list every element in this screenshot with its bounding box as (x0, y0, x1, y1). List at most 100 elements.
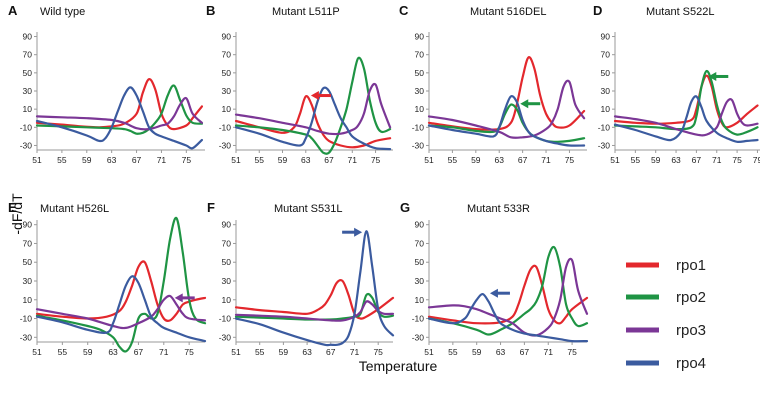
x-tick-label: 67 (692, 155, 702, 165)
x-tick-label: 79 (753, 155, 760, 165)
legend-item-rpo2: rpo2 (626, 289, 706, 306)
series-line-rpo1 (427, 56, 586, 131)
x-tick-label: 63 (107, 155, 117, 165)
series-line-rpo2 (234, 56, 392, 155)
panel-G: G Mutant 533R 90 70 50 30 10 -10 -30 51 55 59 63 67 71… (400, 200, 589, 357)
x-tick-label: 67 (518, 155, 528, 165)
x-tick-label: 51 (32, 347, 42, 357)
x-tick-label: 67 (520, 347, 530, 357)
series-line-rpo3 (234, 82, 392, 136)
panel-letter: E (8, 200, 17, 215)
x-tick-label: 67 (132, 155, 142, 165)
y-tick-label: 70 (415, 50, 425, 60)
y-tick-label: 90 (601, 32, 611, 42)
panel-A: A Wild type 90 70 50 30 10 -10 -30 51 55 59 63 67 71 75 (8, 3, 205, 165)
x-tick-label: 63 (496, 347, 506, 357)
panel-title: Wild type (40, 6, 85, 18)
y-tick-label: 10 (23, 104, 33, 114)
y-tick-label: 30 (222, 86, 232, 96)
x-tick-label: 63 (108, 347, 118, 357)
legend-label: rpo1 (676, 257, 706, 274)
panel-D: D Mutant S522L 90 70 50 30 10 -10 -30 51 55 59 63 67 7… (593, 3, 760, 165)
x-tick-label: 51 (231, 155, 241, 165)
annotation-arrow-icon (489, 288, 510, 298)
series-line-rpo4 (234, 86, 392, 151)
x-tick-label: 63 (494, 155, 504, 165)
x-tick-label: 75 (371, 155, 381, 165)
y-tick-label: 30 (415, 276, 425, 286)
x-tick-label: 59 (82, 155, 92, 165)
panel-title: Mutant 516DEL (470, 6, 546, 18)
x-tick-label: 71 (541, 155, 551, 165)
x-tick-label: 75 (732, 155, 742, 165)
annotation-arrow-icon (520, 99, 541, 109)
y-tick-label: 10 (415, 295, 425, 305)
y-tick-label: 90 (415, 220, 425, 230)
x-tick-label: 71 (712, 155, 722, 165)
x-tick-label: 75 (184, 347, 194, 357)
x-tick-label: 59 (472, 347, 482, 357)
series-line-rpo4 (613, 95, 759, 144)
panel-title: Mutant S531L (274, 203, 343, 215)
x-tick-label: 55 (255, 155, 265, 165)
x-tick-label: 67 (134, 347, 144, 357)
y-tick-label: 70 (222, 50, 232, 60)
y-axis-label: -dF/dT (9, 193, 25, 235)
series-line-rpo1 (234, 95, 392, 149)
x-tick-label: 67 (324, 155, 334, 165)
y-tick-label: 30 (23, 276, 33, 286)
series-line-rpo1 (35, 260, 207, 322)
x-tick-label: 55 (57, 155, 67, 165)
series-line-rpo4 (35, 86, 203, 150)
panel-B: B Mutant L511P 90 70 50 30 10 -10 -30 51 55 59 63 67 7… (206, 3, 393, 165)
panel-title: Mutant S522L (646, 6, 715, 18)
x-tick-label: 71 (544, 347, 554, 357)
y-tick-label: 70 (415, 238, 425, 248)
annotation-arrow-icon (342, 227, 363, 237)
y-tick-label: -10 (412, 122, 425, 132)
series-line-rpo3 (427, 79, 586, 139)
panel-E: E Mutant H526L 90 70 50 30 10 -10 -30 51 55 59 63 67 7… (8, 200, 207, 357)
y-tick-label: -10 (219, 122, 232, 132)
legend: rpo1 rpo2 rpo3 rpo4 (626, 257, 706, 372)
series-line-rpo3 (35, 294, 207, 330)
series-line-rpo2 (35, 216, 207, 353)
y-tick-label: 90 (222, 220, 232, 230)
panel-title: Mutant 533R (467, 203, 530, 215)
x-tick-label: 71 (350, 347, 360, 357)
y-tick-label: 50 (222, 257, 232, 267)
x-tick-label: 59 (279, 347, 289, 357)
series-line-rpo4 (427, 95, 586, 147)
y-tick-label: 30 (222, 276, 232, 286)
y-tick-label: -30 (412, 332, 425, 342)
y-tick-label: -30 (598, 140, 611, 150)
panel-letter: B (206, 3, 215, 18)
legend-item-rpo3: rpo3 (626, 322, 706, 339)
x-tick-label: 71 (157, 155, 167, 165)
panel-F: F Mutant S531L 90 70 50 30 10 -10 -30 51 55 59 63 67 7… (207, 200, 395, 357)
series-line-rpo3 (613, 98, 759, 137)
x-tick-label: 63 (671, 155, 681, 165)
panel-letter: F (207, 200, 215, 215)
y-tick-label: 50 (222, 68, 232, 78)
y-tick-label: 10 (222, 104, 232, 114)
panel-title: Mutant H526L (40, 203, 109, 215)
series-line-rpo3 (35, 96, 203, 131)
y-tick-label: 70 (222, 238, 232, 248)
y-tick-label: 90 (23, 220, 33, 230)
y-tick-label: -10 (598, 122, 611, 132)
x-tick-label: 75 (567, 347, 577, 357)
panel-title: Mutant L511P (272, 6, 340, 18)
x-tick-label: 55 (255, 347, 265, 357)
y-tick-label: -10 (20, 314, 33, 324)
series-line-rpo1 (427, 264, 589, 325)
series-line-rpo4 (35, 275, 207, 343)
y-tick-label: 30 (601, 86, 611, 96)
x-tick-label: 51 (32, 155, 42, 165)
legend-label: rpo3 (676, 322, 706, 339)
legend-label: rpo2 (676, 289, 706, 306)
legend-label: rpo4 (676, 355, 706, 372)
y-tick-label: 90 (415, 32, 425, 42)
y-tick-label: 70 (23, 238, 33, 248)
panel-C: C Mutant 516DEL 90 70 50 30 10 -10 -30 51 55 59 63 67… (399, 3, 587, 165)
